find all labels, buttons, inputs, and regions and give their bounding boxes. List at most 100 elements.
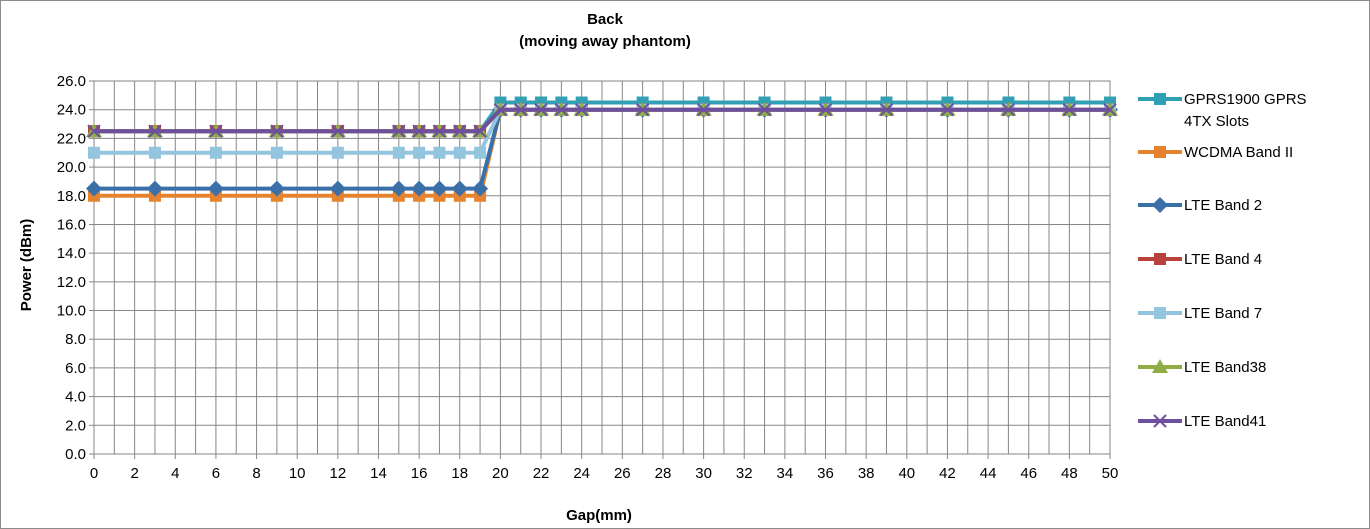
data-point	[148, 124, 162, 138]
legend-label: LTE Band 2	[1184, 197, 1262, 214]
data-point	[207, 180, 224, 197]
legend-swatch-marker	[1154, 307, 1166, 319]
x-axis-title: Gap(mm)	[566, 507, 632, 524]
data-point	[148, 146, 161, 159]
y-tick-label: 16.0	[57, 216, 86, 233]
data-point	[146, 180, 163, 197]
legend-swatch-marker	[1154, 146, 1166, 158]
series-6	[87, 102, 1117, 138]
data-point	[757, 102, 772, 117]
legend-item: LTE Band38	[1138, 359, 1266, 376]
legend-item: LTE Band 4	[1138, 251, 1262, 268]
data-point	[635, 102, 650, 117]
data-point	[209, 146, 222, 159]
x-tick-label: 32	[736, 465, 753, 482]
data-point	[554, 102, 569, 117]
x-tick-label: 38	[858, 465, 875, 482]
legend-label: LTE Band 7	[1184, 305, 1262, 322]
legend-item: WCDMA Band II	[1138, 144, 1293, 161]
data-point	[473, 124, 487, 138]
data-point	[412, 124, 426, 138]
data-point	[1103, 102, 1117, 117]
x-tick-label: 48	[1061, 465, 1078, 482]
x-tick-label: 26	[614, 465, 631, 482]
data-point	[268, 180, 285, 197]
legend: GPRS1900 GPRS 4TX Slots WCDMA Band II LTE B…	[1138, 91, 1307, 430]
legend-swatch-marker	[1154, 253, 1166, 265]
axes: 0.0 2.0 4.0 6.0 8.0 10.0 12.0 14.0 16.0 18.0 20.0 2…	[57, 73, 1119, 482]
x-tick-label: 44	[980, 465, 997, 482]
x-tick-label: 22	[533, 465, 550, 482]
data-point	[493, 102, 508, 117]
legend-item: LTE Band41	[1138, 413, 1266, 430]
data-point	[818, 102, 833, 117]
data-point	[534, 102, 548, 117]
x-tick-label: 18	[451, 465, 468, 482]
x-tick-label: 50	[1102, 465, 1119, 482]
legend-swatch-marker	[1153, 414, 1167, 428]
data-point	[879, 102, 894, 117]
chart-title: Back	[587, 11, 624, 28]
legend-swatch-marker	[1152, 197, 1168, 213]
legend-item: GPRS1900 GPRS 4TX Slots	[1138, 91, 1307, 130]
legend-swatch-marker	[1154, 93, 1166, 105]
data-point	[453, 124, 467, 138]
y-tick-label: 8.0	[65, 331, 86, 348]
data-point	[331, 146, 344, 159]
x-tick-label: 40	[898, 465, 915, 482]
y-tick-label: 2.0	[65, 417, 86, 434]
series-line	[94, 107, 1110, 134]
data-point	[431, 180, 448, 197]
plot-area	[93, 80, 1111, 455]
data-point	[1001, 102, 1016, 117]
x-tick-label: 4	[171, 465, 179, 482]
x-tick-label: 46	[1020, 465, 1037, 482]
x-tick-label: 0	[90, 465, 98, 482]
x-tick-label: 42	[939, 465, 956, 482]
data-point	[453, 146, 466, 159]
data-point	[432, 124, 447, 138]
data-point	[270, 146, 283, 159]
x-tick-label: 2	[130, 465, 138, 482]
y-tick-label: 12.0	[57, 274, 86, 291]
data-point	[1062, 102, 1077, 117]
x-tick-label: 12	[329, 465, 346, 482]
data-point	[514, 102, 528, 117]
data-point	[392, 146, 405, 159]
y-tick-label: 20.0	[57, 159, 86, 176]
data-point	[472, 180, 489, 197]
data-point	[88, 146, 100, 159]
data-point	[474, 146, 487, 159]
x-tick-label: 36	[817, 465, 834, 482]
data-point	[270, 124, 284, 138]
x-tick-label: 24	[573, 465, 590, 482]
data-point	[87, 124, 101, 138]
y-tick-label: 6.0	[65, 360, 86, 377]
y-axis-title: Power (dBm)	[18, 219, 35, 312]
legend-label: WCDMA Band II	[1184, 144, 1293, 161]
x-tick-label: 10	[289, 465, 306, 482]
data-point	[329, 180, 346, 197]
x-tick-label: 14	[370, 465, 387, 482]
data-point	[411, 180, 428, 197]
x-tick-label: 28	[655, 465, 672, 482]
y-tick-label: 0.0	[65, 446, 86, 463]
chart-subtitle: (moving away phantom)	[519, 33, 691, 50]
data-point	[940, 102, 955, 117]
data-point	[390, 180, 407, 197]
gridlines	[94, 80, 1110, 455]
x-tick-label: 16	[411, 465, 428, 482]
legend-swatch-marker	[1152, 359, 1168, 373]
legend-label: LTE Band 4	[1184, 251, 1262, 268]
legend-item: LTE Band 7	[1138, 305, 1262, 322]
y-tick-label: 10.0	[57, 303, 86, 320]
x-tick-label: 30	[695, 465, 712, 482]
y-tick-label: 24.0	[57, 102, 86, 119]
x-tick-label: 34	[777, 465, 794, 482]
data-point	[209, 124, 223, 138]
y-tick-label: 22.0	[57, 130, 86, 147]
x-tick-label: 20	[492, 465, 509, 482]
x-tick-label: 8	[252, 465, 260, 482]
